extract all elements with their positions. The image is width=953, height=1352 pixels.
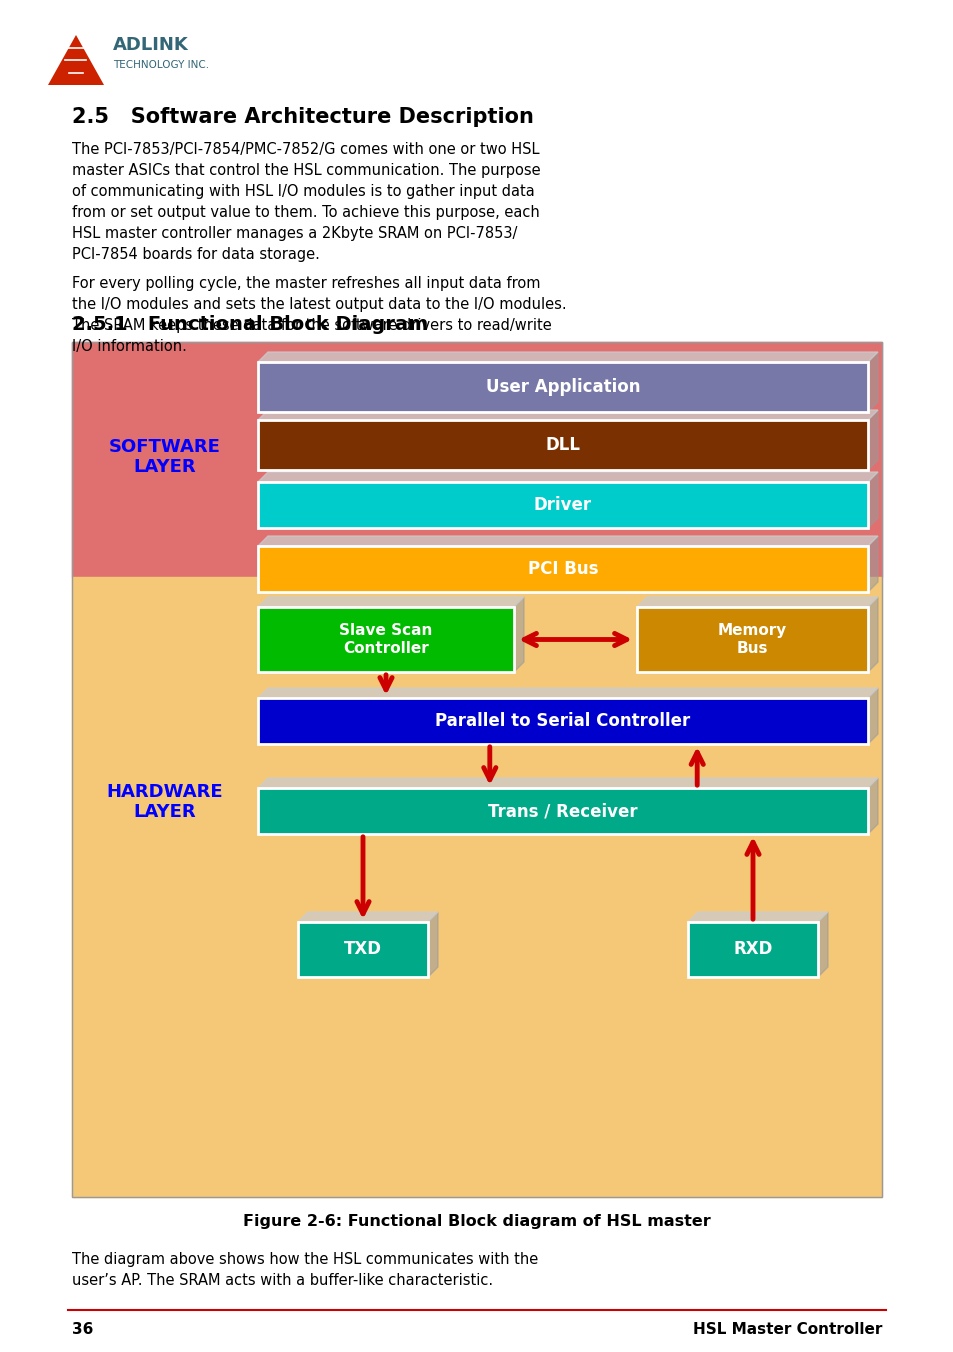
Text: Parallel to Serial Controller: Parallel to Serial Controller xyxy=(435,713,690,730)
Text: TXD: TXD xyxy=(344,941,381,959)
Text: PCI Bus: PCI Bus xyxy=(527,560,598,579)
Polygon shape xyxy=(867,598,877,672)
Bar xyxy=(257,698,867,744)
Polygon shape xyxy=(514,598,523,672)
Polygon shape xyxy=(867,777,877,834)
Text: HSL master controller manages a 2Kbyte SRAM on PCI-7853/: HSL master controller manages a 2Kbyte S… xyxy=(71,226,517,241)
Bar xyxy=(257,362,867,412)
Bar xyxy=(637,607,867,672)
Text: of communicating with HSL I/O modules is to gather input data: of communicating with HSL I/O modules is… xyxy=(71,184,535,199)
Polygon shape xyxy=(817,913,827,977)
Polygon shape xyxy=(257,777,877,788)
Bar xyxy=(257,607,514,672)
Text: Memory
Bus: Memory Bus xyxy=(717,623,786,656)
Text: master ASICs that control the HSL communication. The purpose: master ASICs that control the HSL commun… xyxy=(71,164,540,178)
Text: Driver: Driver xyxy=(534,496,592,514)
Bar xyxy=(257,483,867,529)
Polygon shape xyxy=(71,577,882,1197)
Bar xyxy=(71,342,882,1197)
Text: 2.5.1   Functional Block Diagram: 2.5.1 Functional Block Diagram xyxy=(71,315,428,334)
Polygon shape xyxy=(257,688,877,698)
Text: The diagram above shows how the HSL communicates with the: The diagram above shows how the HSL comm… xyxy=(71,1252,537,1267)
Polygon shape xyxy=(867,410,877,470)
Polygon shape xyxy=(71,342,882,577)
Polygon shape xyxy=(257,598,523,607)
Text: I/O information.: I/O information. xyxy=(71,339,187,354)
Polygon shape xyxy=(867,472,877,529)
Polygon shape xyxy=(257,535,877,546)
Text: ADLINK: ADLINK xyxy=(112,37,189,54)
Text: HARDWARE
LAYER: HARDWARE LAYER xyxy=(107,783,223,822)
Polygon shape xyxy=(867,352,877,412)
Bar xyxy=(257,788,867,834)
Text: Trans / Receiver: Trans / Receiver xyxy=(488,802,638,821)
Text: The PCI-7853/PCI-7854/PMC-7852/G comes with one or two HSL: The PCI-7853/PCI-7854/PMC-7852/G comes w… xyxy=(71,142,539,157)
Text: PCI-7854 boards for data storage.: PCI-7854 boards for data storage. xyxy=(71,247,319,262)
Polygon shape xyxy=(257,410,877,420)
Polygon shape xyxy=(257,352,877,362)
Bar xyxy=(257,546,867,592)
Polygon shape xyxy=(687,913,827,922)
Text: For every polling cycle, the master refreshes all input data from: For every polling cycle, the master refr… xyxy=(71,276,540,291)
Text: user’s AP. The SRAM acts with a buffer-like characteristic.: user’s AP. The SRAM acts with a buffer-l… xyxy=(71,1274,493,1288)
Text: 2.5   Software Architecture Description: 2.5 Software Architecture Description xyxy=(71,107,534,127)
Bar xyxy=(687,922,817,977)
Text: User Application: User Application xyxy=(485,379,639,396)
Text: Figure 2-6: Functional Block diagram of HSL master: Figure 2-6: Functional Block diagram of … xyxy=(243,1214,710,1229)
Text: 36: 36 xyxy=(71,1322,93,1337)
Text: SOFTWARE
LAYER: SOFTWARE LAYER xyxy=(109,438,221,476)
Polygon shape xyxy=(297,913,437,922)
Polygon shape xyxy=(867,535,877,592)
Text: the I/O modules and sets the latest output data to the I/O modules.: the I/O modules and sets the latest outp… xyxy=(71,297,566,312)
Text: from or set output value to them. To achieve this purpose, each: from or set output value to them. To ach… xyxy=(71,206,539,220)
Polygon shape xyxy=(48,35,104,85)
Polygon shape xyxy=(867,688,877,744)
Bar xyxy=(297,922,428,977)
Polygon shape xyxy=(257,472,877,483)
Bar xyxy=(257,420,867,470)
Text: RXD: RXD xyxy=(733,941,772,959)
Polygon shape xyxy=(637,598,877,607)
Text: The SRAM keeps these data for the software drivers to read/write: The SRAM keeps these data for the softwa… xyxy=(71,318,551,333)
Text: TECHNOLOGY INC.: TECHNOLOGY INC. xyxy=(112,59,209,70)
Text: DLL: DLL xyxy=(545,435,579,454)
Text: HSL Master Controller: HSL Master Controller xyxy=(692,1322,882,1337)
Polygon shape xyxy=(428,913,437,977)
Text: Slave Scan
Controller: Slave Scan Controller xyxy=(339,623,433,656)
